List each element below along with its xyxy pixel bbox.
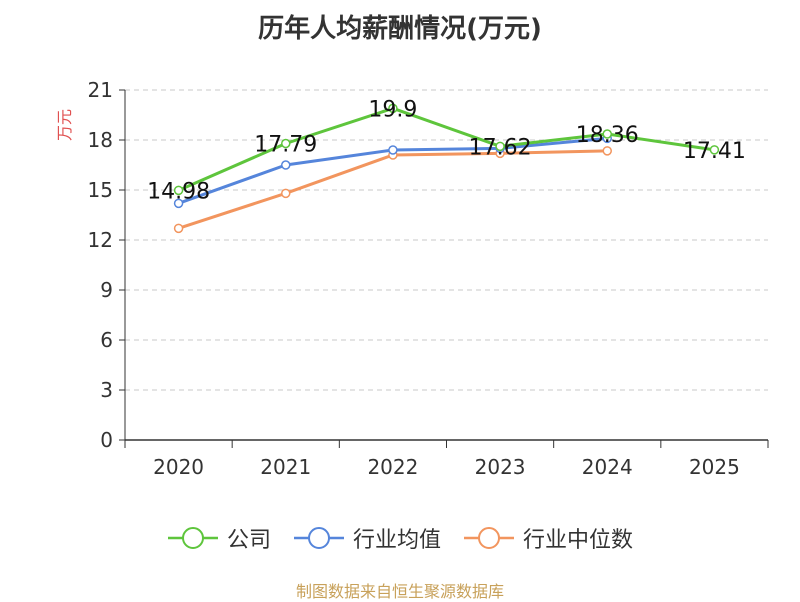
data-point[interactable] — [281, 160, 291, 170]
data-label: 14.98 — [147, 179, 210, 204]
data-point[interactable] — [281, 188, 291, 199]
legend-label: 公司 — [226, 528, 271, 553]
legend-label: 行业均值 — [352, 528, 441, 553]
data-point[interactable] — [173, 185, 184, 196]
chart-legend: 公司 行业均值 行业中位数 — [0, 520, 800, 556]
y-tick-label: 15 — [88, 178, 113, 202]
legend-label: 行业中位数 — [523, 528, 634, 553]
data-point[interactable] — [173, 223, 184, 234]
legend-item-1[interactable]: 行业均值 — [293, 522, 441, 554]
x-tick-label: 2025 — [689, 455, 740, 479]
y-tick-label: 12 — [88, 228, 113, 252]
data-label: 19.9 — [368, 97, 417, 122]
y-tick-label: 6 — [100, 328, 113, 352]
x-tick-label: 2022 — [367, 455, 418, 479]
x-tick-label: 2020 — [153, 455, 204, 479]
data-point[interactable] — [602, 129, 612, 139]
data-point[interactable] — [709, 145, 720, 155]
data-label: 17.79 — [254, 133, 317, 158]
legend-marker-icon — [464, 527, 514, 549]
x-tick-label: 2021 — [260, 455, 311, 479]
data-label: 17.41 — [683, 139, 746, 164]
data-label: 18.36 — [576, 123, 639, 148]
data-point[interactable] — [388, 103, 398, 114]
data-point[interactable] — [602, 146, 612, 156]
y-tick-label: 18 — [88, 128, 113, 152]
data-source-note: 制图数据来自恒生聚源数据库 — [295, 582, 504, 601]
chart-title: 历年人均薪酬情况(万元) — [258, 14, 542, 44]
y-tick-label: 0 — [100, 428, 113, 452]
data-point[interactable] — [281, 138, 291, 149]
x-tick-label: 2024 — [582, 455, 633, 479]
legend-item-2[interactable]: 行业中位数 — [463, 522, 633, 554]
data-label: 17.62 — [469, 135, 532, 160]
y-tick-label: 9 — [100, 278, 113, 302]
y-tick-label: 3 — [100, 378, 113, 402]
series-line-0 — [177, 106, 715, 192]
legend-item-0[interactable]: 公司 — [167, 522, 271, 554]
y-tick-label: 21 — [88, 78, 113, 102]
legend-marker-icon — [167, 527, 218, 549]
data-point[interactable] — [173, 198, 184, 209]
y-axis-title: 万元 — [55, 109, 74, 141]
legend-marker-icon — [293, 527, 344, 549]
x-tick-label: 2023 — [475, 455, 526, 479]
data-point[interactable] — [388, 145, 398, 155]
data-point[interactable] — [495, 141, 505, 152]
